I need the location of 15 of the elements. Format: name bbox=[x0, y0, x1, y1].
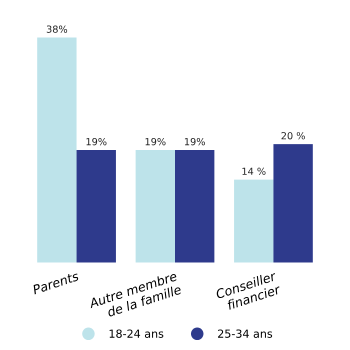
data-label: 20 % bbox=[281, 132, 305, 140]
bar bbox=[136, 150, 175, 262]
bar bbox=[273, 144, 313, 262]
legend-label: 25-34 ans bbox=[218, 329, 272, 338]
legend-label: 18-24 ans bbox=[110, 329, 164, 338]
data-label: 14 % bbox=[242, 168, 266, 175]
bar bbox=[234, 180, 274, 262]
bar bbox=[37, 38, 77, 262]
bar bbox=[76, 150, 116, 262]
data-label: 19% bbox=[146, 138, 166, 146]
data-label: 19% bbox=[184, 138, 205, 146]
data-label: 38% bbox=[46, 25, 68, 33]
x-tick-label: Parents bbox=[32, 271, 80, 295]
bar bbox=[175, 150, 214, 262]
data-label: 19% bbox=[86, 138, 107, 146]
